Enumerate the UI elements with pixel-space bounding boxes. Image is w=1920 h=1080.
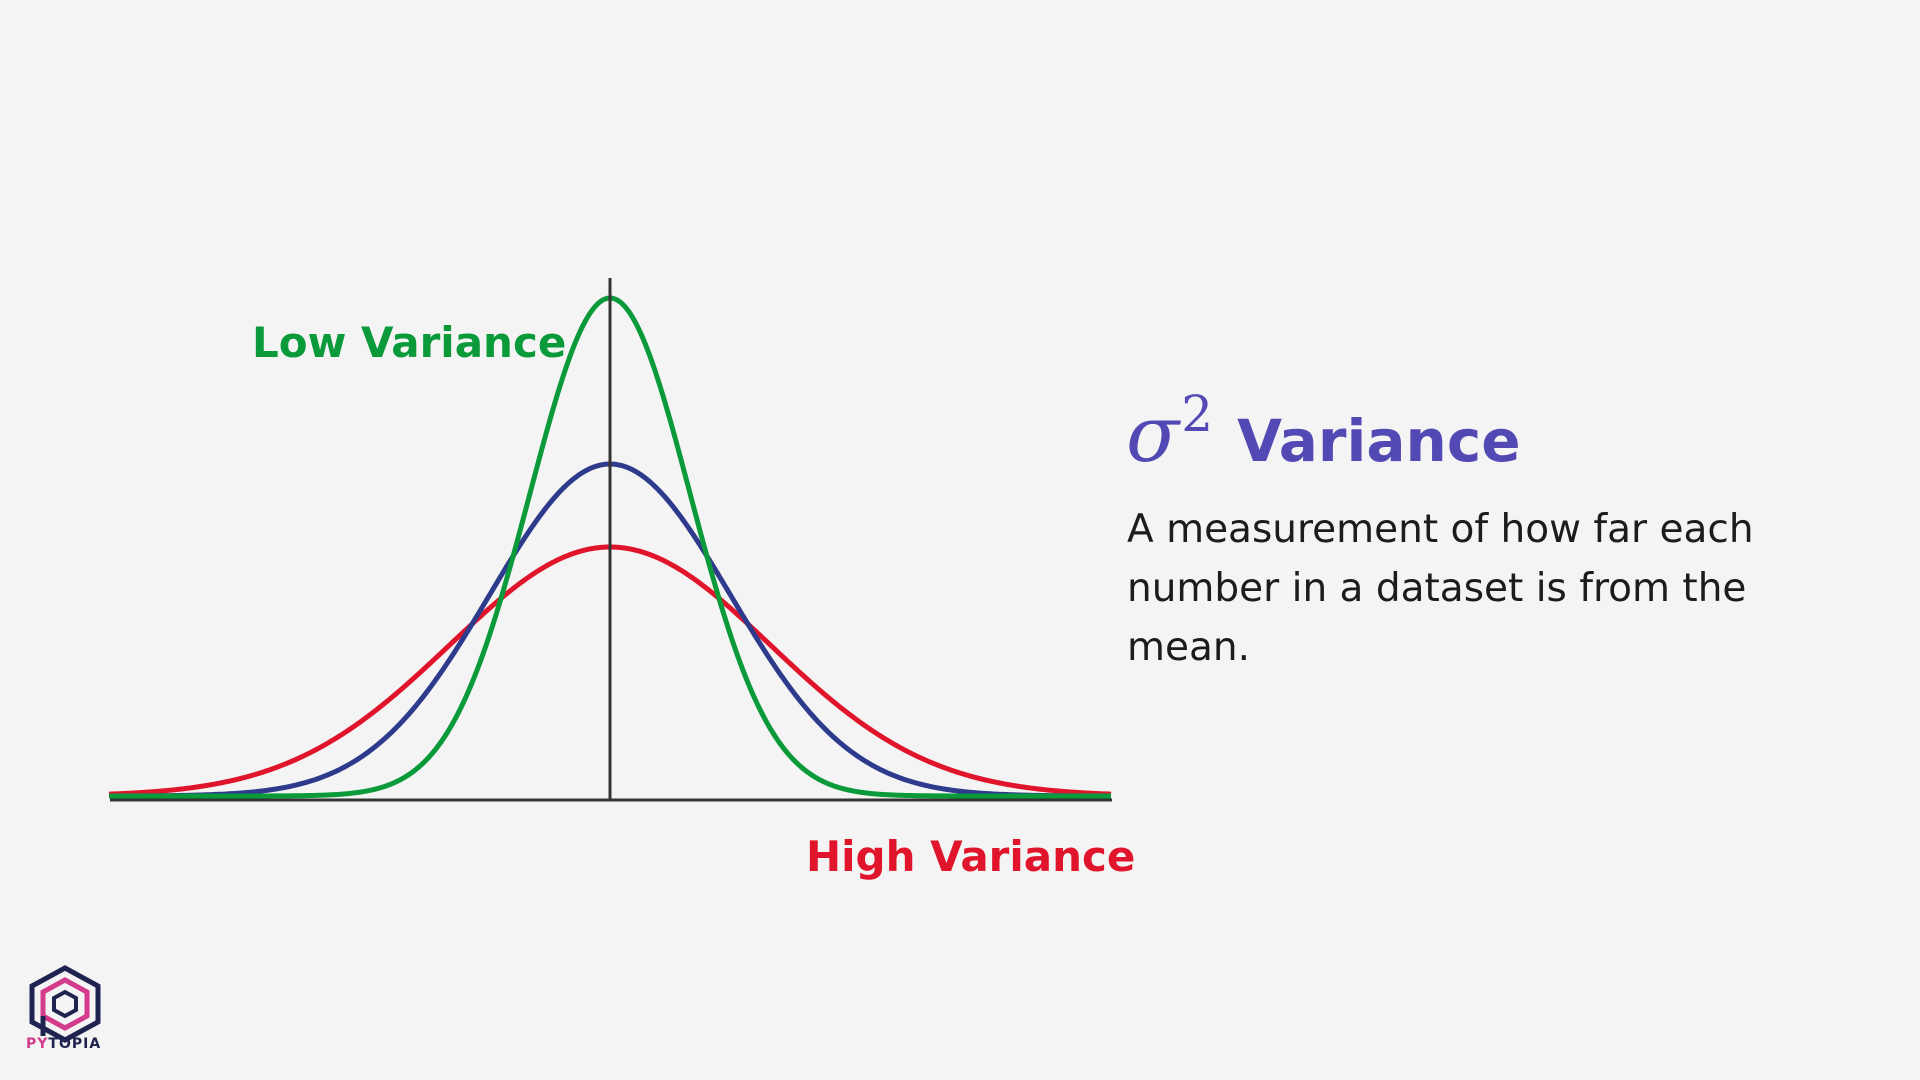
pytopia-logo-icon <box>29 965 101 1043</box>
brand-name-rest: TOPIA <box>48 1036 102 1052</box>
variance-heading: σ 2 Variance <box>1126 385 1521 480</box>
sigma-symbol: σ <box>1126 390 1180 480</box>
sigma-exponent: 2 <box>1181 385 1214 443</box>
high-variance-label: High Variance <box>806 832 1136 881</box>
variance-description: A measurement of how far each number in … <box>1127 507 1754 670</box>
variance-title: Variance <box>1237 407 1521 475</box>
brand-name-prefix: PY <box>26 1036 49 1052</box>
low-variance-label: Low Variance <box>252 318 567 367</box>
brand-name: PYTOPIA <box>26 1036 101 1052</box>
